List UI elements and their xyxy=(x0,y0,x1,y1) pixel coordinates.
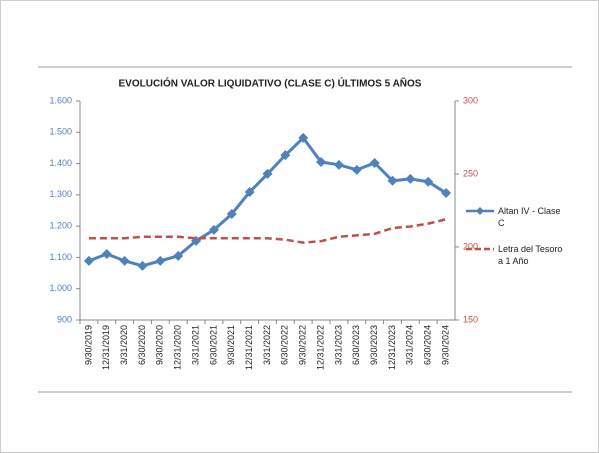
legend-marker xyxy=(476,207,484,215)
x-tick-label: 9/30/2020 xyxy=(155,325,165,365)
legend-item: Altan IV - Clase C xyxy=(498,206,561,228)
y-tick-label: 1.000 xyxy=(49,283,72,293)
marker xyxy=(226,208,237,219)
y-tick-label: 1.300 xyxy=(49,189,72,199)
x-tick-label: 9/30/2023 xyxy=(369,325,379,365)
x-tick-label: 9/30/2021 xyxy=(226,325,236,365)
y2-tick-label: 150 xyxy=(463,314,478,324)
legend-label: Altan IV - Clase C xyxy=(498,206,561,228)
marker xyxy=(83,255,94,266)
x-tick-label: 12/31/2023 xyxy=(387,325,397,370)
x-tick-label: 12/31/2019 xyxy=(101,325,111,370)
y2-tick-label: 300 xyxy=(463,95,478,105)
marker xyxy=(262,168,273,179)
x-tick-label: 6/30/2021 xyxy=(208,325,218,365)
marker xyxy=(405,173,416,184)
y-tick-label: 1.100 xyxy=(49,252,72,262)
y2-tick-label: 250 xyxy=(463,168,478,178)
x-tick-label: 9/30/2022 xyxy=(298,325,308,365)
legend-label: Letra del Tesoro a 1 Año xyxy=(498,244,563,266)
series-line xyxy=(88,218,447,244)
x-tick-label: 9/30/2024 xyxy=(440,325,450,365)
x-tick-label: 12/31/2020 xyxy=(173,325,183,370)
marker xyxy=(101,248,112,259)
marker xyxy=(369,157,380,168)
marker xyxy=(119,255,130,266)
legend-item: Letra del Tesoro a 1 Año xyxy=(498,244,563,266)
marker xyxy=(137,260,148,271)
marker xyxy=(280,150,291,161)
y-tick-label: 1.600 xyxy=(49,95,72,105)
x-tick-label: 6/30/2024 xyxy=(423,325,433,365)
x-tick-label: 3/31/2024 xyxy=(405,325,415,365)
x-tick-label: 9/30/2019 xyxy=(83,325,93,365)
chart-title: EVOLUCIÓN VALOR LIQUIDATIVO (CLASE C) ÚL… xyxy=(119,77,422,90)
marker xyxy=(316,157,327,168)
x-tick-label: 12/31/2021 xyxy=(244,325,254,370)
marker xyxy=(173,250,184,261)
y-tick-label: 900 xyxy=(57,314,72,324)
y-tick-label: 1.200 xyxy=(49,221,72,231)
y-tick-label: 1.500 xyxy=(49,127,72,137)
x-tick-label: 6/30/2020 xyxy=(137,325,147,365)
x-tick-label: 12/31/2022 xyxy=(315,325,325,370)
y-tick-label: 1.400 xyxy=(49,158,72,168)
x-tick-label: 6/30/2023 xyxy=(351,325,361,365)
x-tick-label: 6/30/2022 xyxy=(280,325,290,365)
x-tick-label: 3/31/2022 xyxy=(262,325,272,365)
marker xyxy=(208,224,219,235)
x-tick-label: 3/31/2020 xyxy=(119,325,129,365)
marker xyxy=(298,132,309,143)
y2-tick-label: 200 xyxy=(463,241,478,251)
x-tick-label: 3/31/2021 xyxy=(190,325,200,365)
x-tick-label: 3/31/2023 xyxy=(333,325,343,365)
marker xyxy=(155,255,166,266)
marker xyxy=(244,187,255,198)
marker xyxy=(423,176,434,187)
marker xyxy=(333,159,344,170)
marker xyxy=(441,187,452,198)
marker xyxy=(351,164,362,175)
marker xyxy=(387,175,398,186)
